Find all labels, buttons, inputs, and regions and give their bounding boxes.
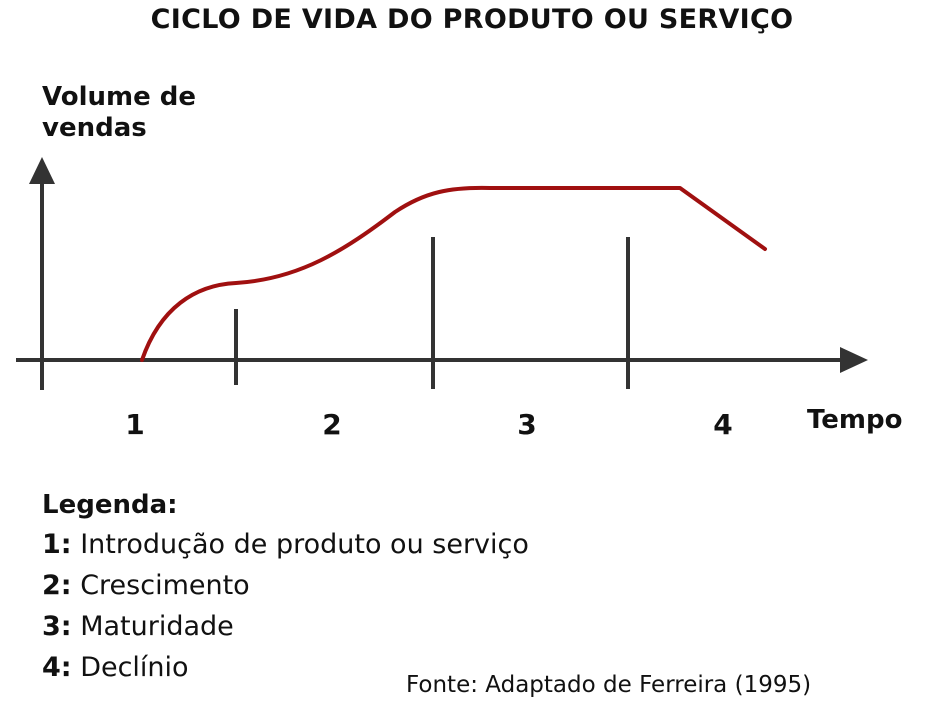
legend-item: 4: Declínio xyxy=(42,647,529,688)
y-axis-label-line-2: vendas xyxy=(42,113,147,143)
x-axis-label: Tempo xyxy=(807,405,903,435)
stage-label-4: 4 xyxy=(713,408,733,441)
legend-item-number: 2: xyxy=(42,570,72,601)
legend-item-number: 3: xyxy=(42,611,72,642)
diagram-title: CICLO DE VIDA DO PRODUTO OU SERVIÇO xyxy=(150,4,794,35)
legend-title: Legenda: xyxy=(42,490,178,520)
source-citation: Fonte: Adaptado de Ferreira (1995) xyxy=(406,672,812,698)
sales-curve xyxy=(140,185,767,362)
legend-item: 2: Crescimento xyxy=(42,565,529,606)
y-axis-arrowhead xyxy=(29,157,55,184)
x-axis-arrowhead xyxy=(840,347,868,373)
legend-item: 1: Introdução de produto ou serviço xyxy=(42,524,529,565)
y-axis-label: Volume de vendas xyxy=(42,82,196,144)
legend-item-label: Introdução de produto ou serviço xyxy=(80,529,529,560)
stage-label-3: 3 xyxy=(517,408,537,441)
stage-label-1: 1 xyxy=(125,408,145,441)
stage-label-2: 2 xyxy=(322,408,342,441)
legend-item-number: 1: xyxy=(42,529,72,560)
legend-item-label: Maturidade xyxy=(80,611,234,642)
y-axis-label-line-1: Volume de xyxy=(42,82,197,112)
legend-item: 3: Maturidade xyxy=(42,606,529,647)
legend-item-label: Declínio xyxy=(80,652,189,683)
legend-item-number: 4: xyxy=(42,652,72,683)
legend-item-label: Crescimento xyxy=(80,570,250,601)
legend: Legenda: 1: Introdução de produto ou ser… xyxy=(42,486,529,688)
